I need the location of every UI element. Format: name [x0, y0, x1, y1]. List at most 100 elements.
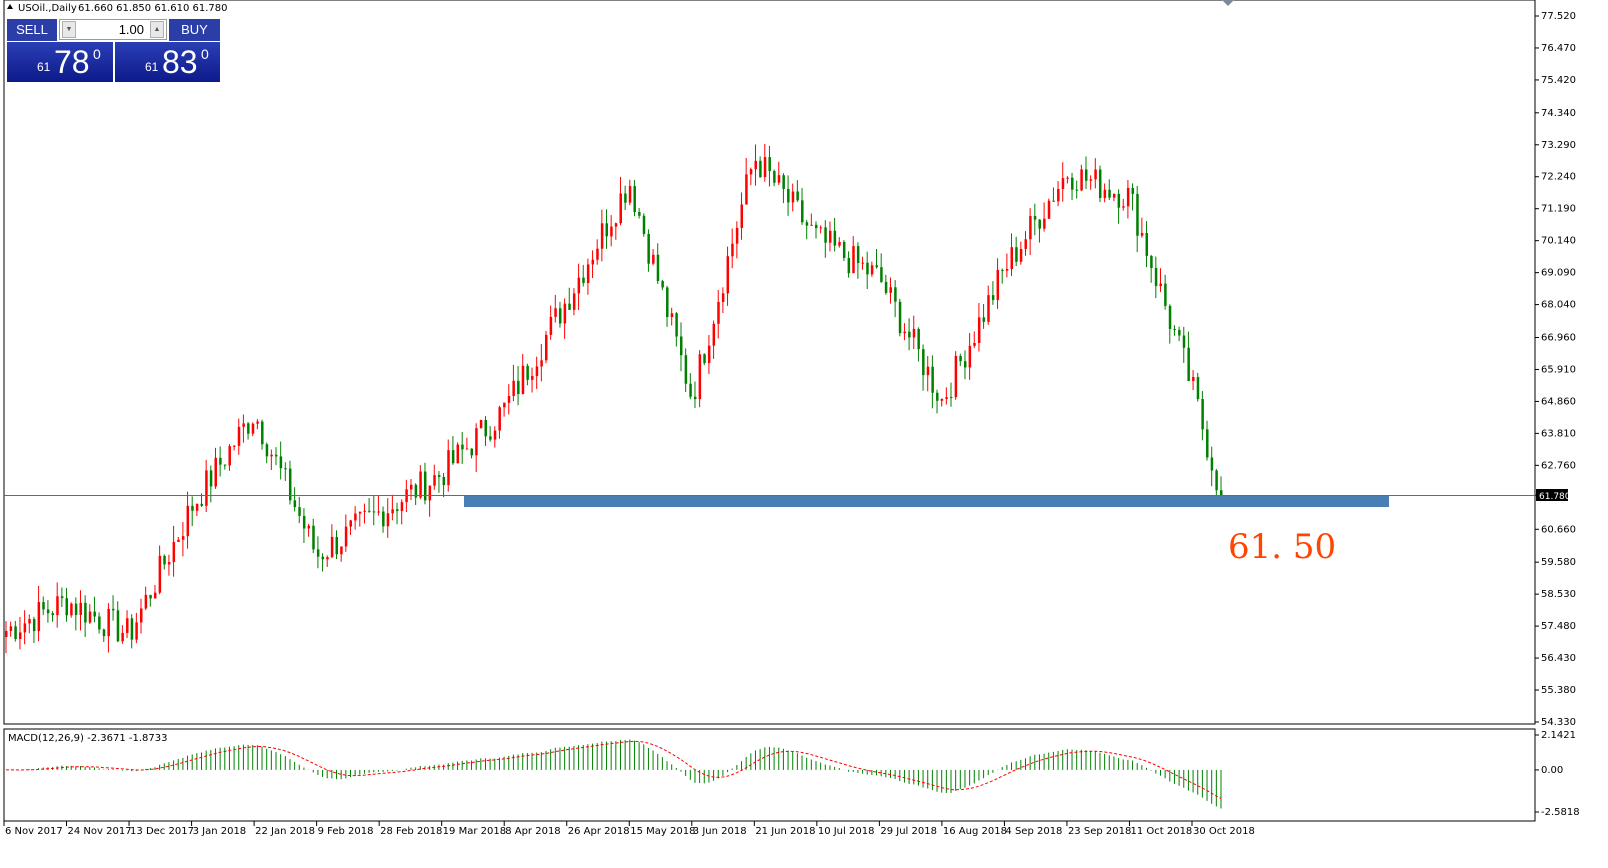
- lot-size-value[interactable]: 1.00: [118, 22, 144, 37]
- candle-body: [987, 295, 990, 322]
- candle-body: [42, 602, 45, 610]
- candle-body: [1108, 189, 1111, 198]
- y-tick-label: 63.810: [1541, 428, 1576, 439]
- candle-body: [815, 224, 818, 229]
- candle-body: [251, 423, 255, 434]
- x-tick-label: 22 Jan 2018: [255, 826, 315, 837]
- candle-body: [205, 470, 208, 506]
- x-tick-label: 4 Sep 2018: [1005, 826, 1062, 837]
- x-tick-label: 3 Jun 2018: [693, 826, 747, 837]
- lot-decrease-icon[interactable]: ▼: [62, 21, 76, 38]
- candle-body: [768, 157, 771, 172]
- candle-body: [535, 366, 539, 377]
- candle-body: [1010, 247, 1014, 269]
- candle-body: [475, 428, 478, 456]
- y-tick-label: 62.760: [1541, 460, 1576, 471]
- x-tick-label: 24 Nov 2017: [68, 826, 132, 837]
- candle-body: [982, 317, 986, 322]
- candle-body: [610, 226, 613, 237]
- candle-body: [284, 468, 287, 470]
- candle-body: [107, 608, 110, 637]
- candle-body: [209, 470, 213, 487]
- candle-body: [977, 317, 981, 343]
- lot-increase-icon[interactable]: ▲: [150, 21, 164, 38]
- candle-body: [293, 500, 297, 508]
- candle-body: [37, 602, 41, 632]
- candle-body: [1061, 178, 1065, 189]
- candle-body: [326, 557, 329, 560]
- candle-body: [186, 505, 190, 537]
- candle-body: [596, 248, 599, 260]
- candle-body: [419, 471, 422, 498]
- y-tick-label: 54.330: [1541, 717, 1576, 728]
- y-tick-label: 75.420: [1541, 75, 1576, 86]
- candle-body: [1164, 283, 1167, 306]
- candle-body: [377, 511, 380, 513]
- candle-body: [991, 295, 995, 300]
- y-tick-label: 64.860: [1541, 396, 1576, 407]
- candle-body: [1201, 399, 1204, 430]
- candle-body: [1080, 169, 1083, 191]
- x-tick-label: 10 Jul 2018: [818, 826, 875, 837]
- candle-body: [666, 287, 669, 318]
- x-tick-label: 6 Nov 2017: [5, 826, 63, 837]
- candle-body: [936, 392, 939, 401]
- candle-body: [549, 316, 553, 335]
- candle-body: [363, 510, 366, 512]
- candle-body: [163, 555, 166, 565]
- candle-body: [135, 622, 138, 640]
- candle-body: [763, 157, 767, 178]
- lot-size-input[interactable]: ▼ 1.00 ▲: [59, 19, 167, 40]
- candle-body: [1122, 206, 1125, 208]
- y-tick-label: 57.480: [1541, 621, 1576, 632]
- candle-body: [726, 256, 730, 294]
- candle-body: [1094, 169, 1097, 180]
- candle-body: [302, 515, 306, 529]
- candle-body: [1085, 169, 1088, 181]
- candle-body: [856, 246, 860, 263]
- candle-body: [898, 301, 902, 334]
- candle-body: [1024, 239, 1027, 249]
- candle-body: [1033, 216, 1037, 220]
- candle-body: [410, 484, 413, 490]
- shift-marker-icon[interactable]: [1222, 0, 1234, 6]
- chart-symbol: USOil.,Daily: [18, 3, 77, 14]
- candle-body: [1019, 248, 1023, 262]
- candle-body: [330, 536, 334, 558]
- candle-body: [1150, 255, 1153, 268]
- candle-body: [140, 608, 143, 623]
- candle-body: [181, 536, 185, 540]
- candle-body: [447, 450, 450, 486]
- candle-body: [968, 345, 972, 368]
- candle-body: [805, 222, 809, 226]
- macd-signal-line: [6, 740, 1222, 799]
- candle-body: [1173, 328, 1176, 330]
- candle-body: [1117, 193, 1121, 208]
- candle-body: [219, 457, 222, 465]
- bid-main: 78: [54, 44, 90, 80]
- ask-price[interactable]: 61 83 0: [115, 42, 220, 82]
- candle-body: [400, 502, 404, 512]
- macd-panel-border: [3, 728, 1536, 822]
- x-tick-label: 9 Feb 2018: [318, 826, 374, 837]
- candle-body: [493, 430, 497, 440]
- candle-body: [149, 594, 152, 599]
- candle-body: [451, 450, 455, 464]
- bid-price[interactable]: 61 78 0: [7, 42, 113, 82]
- candle-body: [884, 281, 888, 293]
- buy-button[interactable]: BUY: [169, 19, 220, 41]
- y-tick-label: 59.580: [1541, 557, 1576, 568]
- candle-body: [98, 616, 101, 630]
- candle-body: [349, 520, 352, 527]
- candle-body: [512, 380, 515, 396]
- y-tick-label: 65.910: [1541, 364, 1576, 375]
- candle-body: [414, 484, 418, 498]
- candle-body: [577, 277, 581, 294]
- candles: [5, 143, 1223, 654]
- sell-button[interactable]: SELL: [7, 19, 57, 41]
- candle-body: [642, 215, 646, 234]
- candle-body: [922, 349, 925, 376]
- candle-body: [875, 265, 879, 268]
- macd-y-tick-label: 2.1421: [1541, 730, 1576, 741]
